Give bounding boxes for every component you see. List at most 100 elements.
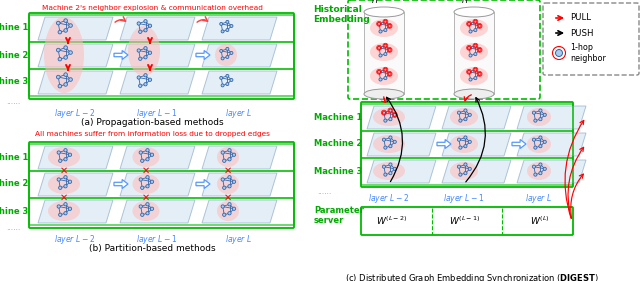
Text: layer $L-1$: layer $L-1$ [444, 192, 484, 205]
Polygon shape [38, 17, 113, 40]
Circle shape [474, 76, 477, 80]
Polygon shape [38, 200, 113, 223]
Text: ......: ...... [6, 98, 20, 106]
Circle shape [464, 136, 467, 139]
Polygon shape [202, 200, 277, 223]
Circle shape [478, 48, 481, 51]
Circle shape [474, 44, 477, 47]
Circle shape [148, 24, 152, 28]
Circle shape [468, 22, 470, 25]
Circle shape [230, 78, 233, 81]
Circle shape [464, 109, 467, 112]
Polygon shape [517, 160, 586, 183]
Circle shape [58, 84, 61, 88]
Polygon shape [517, 133, 586, 156]
Circle shape [144, 47, 147, 50]
Circle shape [146, 212, 149, 215]
Circle shape [543, 140, 547, 143]
Polygon shape [454, 12, 494, 94]
Circle shape [58, 30, 61, 34]
Polygon shape [120, 71, 195, 94]
Circle shape [232, 207, 236, 210]
Ellipse shape [450, 108, 478, 126]
Text: ......: ...... [317, 187, 332, 196]
Circle shape [56, 48, 60, 52]
Ellipse shape [370, 19, 398, 37]
Polygon shape [367, 133, 436, 156]
Circle shape [464, 163, 467, 166]
Ellipse shape [373, 162, 405, 180]
Circle shape [221, 178, 225, 181]
Ellipse shape [450, 162, 478, 180]
Circle shape [539, 172, 542, 175]
Ellipse shape [450, 135, 478, 153]
Circle shape [57, 151, 60, 154]
Polygon shape [38, 44, 113, 67]
Polygon shape [202, 17, 277, 40]
Circle shape [221, 30, 224, 33]
Text: Parameter
server: Parameter server [314, 206, 364, 225]
Ellipse shape [217, 201, 239, 221]
Text: $W^{(L-2)}$: $W^{(L-2)}$ [376, 215, 408, 227]
Circle shape [384, 146, 387, 149]
Circle shape [474, 68, 477, 71]
Text: ✕: ✕ [224, 166, 232, 176]
Circle shape [388, 24, 391, 28]
Ellipse shape [215, 44, 237, 66]
Circle shape [146, 176, 149, 179]
Circle shape [148, 51, 152, 55]
Circle shape [223, 213, 226, 216]
Circle shape [68, 207, 72, 210]
Circle shape [139, 84, 142, 87]
Circle shape [464, 117, 467, 121]
Circle shape [141, 159, 144, 162]
Circle shape [64, 29, 67, 32]
FancyBboxPatch shape [543, 3, 639, 75]
Circle shape [59, 213, 62, 216]
FancyBboxPatch shape [361, 207, 573, 235]
Text: Machine 2's neighbor explosion & communication overhead: Machine 2's neighbor explosion & communi… [42, 5, 262, 11]
Polygon shape [120, 17, 195, 40]
Circle shape [144, 83, 147, 86]
Circle shape [389, 117, 392, 121]
Circle shape [223, 159, 226, 162]
Text: layer $L$: layer $L$ [225, 107, 253, 120]
Text: Machine 3: Machine 3 [314, 167, 362, 176]
Circle shape [68, 180, 72, 183]
Text: $\widetilde{H}^{(L-1)}$: $\widetilde{H}^{(L-1)}$ [461, 0, 487, 6]
Circle shape [59, 186, 62, 189]
Circle shape [468, 70, 470, 73]
Circle shape [539, 145, 542, 148]
Circle shape [468, 46, 470, 49]
Circle shape [226, 56, 229, 58]
Circle shape [137, 22, 140, 25]
Ellipse shape [373, 108, 405, 126]
Circle shape [393, 113, 396, 116]
Text: Machine 1: Machine 1 [0, 153, 28, 162]
Circle shape [226, 21, 229, 23]
Circle shape [378, 22, 381, 25]
Circle shape [543, 113, 547, 116]
Circle shape [468, 140, 471, 143]
Circle shape [64, 176, 67, 179]
Circle shape [64, 19, 67, 22]
Circle shape [459, 119, 462, 122]
Circle shape [150, 207, 154, 210]
Text: layer $L-1$: layer $L-1$ [136, 233, 178, 246]
Circle shape [150, 153, 154, 157]
Text: ✕: ✕ [142, 166, 150, 176]
Ellipse shape [373, 135, 405, 153]
Text: Machine 3: Machine 3 [0, 78, 28, 87]
Circle shape [56, 75, 60, 79]
Ellipse shape [132, 147, 159, 167]
Circle shape [532, 165, 536, 168]
Circle shape [384, 173, 387, 176]
Circle shape [534, 119, 537, 122]
Polygon shape [196, 180, 210, 189]
Circle shape [468, 113, 471, 116]
Polygon shape [442, 106, 511, 129]
Circle shape [146, 149, 149, 152]
Circle shape [228, 158, 231, 161]
Text: PUSH: PUSH [570, 28, 593, 37]
Circle shape [556, 49, 563, 56]
